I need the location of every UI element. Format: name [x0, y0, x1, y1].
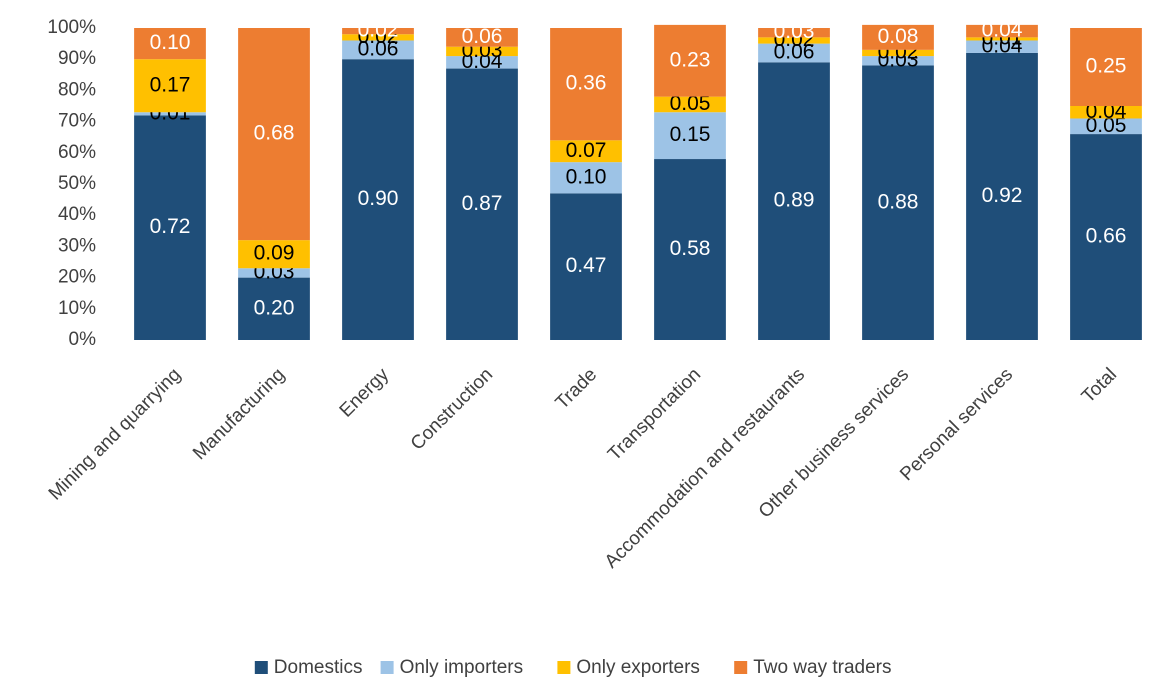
legend-swatch — [734, 661, 748, 674]
bar-segment — [654, 96, 726, 113]
legend-label: Domestics — [274, 657, 363, 678]
bar-segment — [134, 112, 206, 116]
bar-segment — [550, 162, 622, 194]
bar-segment — [342, 34, 414, 41]
bar-segment — [758, 37, 830, 44]
x-tick-label: Transportation — [604, 364, 705, 465]
legend-label: Only importers — [400, 657, 524, 678]
bar-segment — [1070, 28, 1142, 106]
value-label: 0.06 — [462, 25, 503, 48]
value-label: 0.02 — [358, 19, 399, 42]
legend-swatch — [380, 661, 394, 674]
x-tick-label: Energy — [336, 364, 394, 422]
bar-segment — [758, 62, 830, 340]
bar-segment — [966, 52, 1038, 341]
y-tick-label: 70% — [58, 111, 96, 132]
bar-segment — [758, 28, 830, 38]
value-label: 0.08 — [878, 25, 919, 48]
value-label: 0.36 — [566, 72, 607, 95]
bar-segment — [862, 49, 934, 57]
value-label: 0.88 — [878, 190, 919, 213]
bar-segment — [550, 140, 622, 163]
bar-segment — [134, 28, 206, 60]
bar-segment — [342, 59, 414, 340]
bar-segment — [966, 24, 1038, 38]
value-label: 0.09 — [254, 242, 295, 265]
value-label: 0.04 — [982, 19, 1023, 42]
bar-segment — [654, 112, 726, 160]
value-label: 0.15 — [670, 123, 711, 146]
y-tick-label: 50% — [58, 173, 96, 194]
value-label: 0.20 — [254, 296, 295, 319]
y-tick-label: 100% — [47, 17, 96, 38]
bar-segment — [238, 277, 310, 340]
value-label: 0.17 — [150, 73, 191, 96]
y-tick-label: 90% — [58, 48, 96, 69]
legend-swatch — [557, 661, 571, 674]
value-label: 0.92 — [982, 184, 1023, 207]
bar-segment — [862, 65, 934, 340]
value-label: 0.10 — [150, 31, 191, 54]
bar-segment — [134, 59, 206, 113]
value-label: 0.72 — [150, 215, 191, 238]
bar-segment — [758, 43, 830, 63]
x-tick-label: Accommodation and restaurants — [601, 364, 809, 572]
y-tick-label: 20% — [58, 267, 96, 288]
value-label: 0.66 — [1086, 225, 1127, 248]
legend-label: Only exporters — [576, 657, 700, 678]
bar-segment — [342, 40, 414, 60]
legend-swatch — [254, 661, 268, 674]
value-label: 0.25 — [1086, 55, 1127, 78]
x-tick-label: Mining and quarrying — [45, 364, 185, 504]
bar-segment — [654, 159, 726, 340]
bar-segment — [862, 24, 934, 50]
bar-segment — [238, 268, 310, 278]
y-tick-label: 10% — [58, 298, 96, 319]
bar-segment — [1070, 106, 1142, 119]
x-tick-label: Manufacturing — [189, 364, 289, 464]
bar-segment — [1070, 118, 1142, 135]
bar-segment — [862, 56, 934, 66]
value-label: 0.10 — [566, 165, 607, 188]
y-tick-label: 0% — [69, 329, 97, 350]
x-tick-label: Trade — [552, 364, 601, 413]
x-tick-label: Total — [1078, 364, 1121, 407]
value-label: 0.47 — [566, 254, 607, 277]
value-label: 0.06 — [774, 41, 815, 64]
value-label: 0.89 — [774, 189, 815, 212]
bar-segment — [966, 37, 1038, 41]
value-label: 0.06 — [358, 37, 399, 60]
bar-segment — [134, 115, 206, 340]
value-label: 0.87 — [462, 192, 503, 215]
bar-segment — [446, 28, 518, 47]
bar-segment — [654, 24, 726, 97]
bar-segment — [966, 40, 1038, 53]
bar-segment — [446, 46, 518, 57]
y-tick-label: 80% — [58, 79, 96, 100]
x-tick-label: Personal services — [896, 364, 1017, 485]
bar-segment — [446, 56, 518, 69]
x-tick-label: Construction — [407, 364, 497, 454]
value-label: 0.05 — [670, 92, 711, 115]
value-label: 0.90 — [358, 187, 399, 210]
y-tick-label: 40% — [58, 204, 96, 225]
bar-segment — [550, 193, 622, 340]
y-tick-label: 30% — [58, 235, 96, 256]
value-label: 0.23 — [670, 48, 711, 71]
bar-segment — [550, 28, 622, 141]
value-label: 0.03 — [774, 20, 815, 43]
bar-segment — [238, 28, 310, 241]
value-label: 0.07 — [566, 139, 607, 162]
bar-segment — [446, 68, 518, 340]
bar-segment — [342, 28, 414, 35]
y-tick-label: 60% — [58, 142, 96, 163]
legend-label: Two way traders — [753, 657, 891, 678]
value-label: 0.05 — [1086, 114, 1127, 137]
value-label: 0.58 — [670, 237, 711, 260]
bar-segment — [238, 240, 310, 269]
value-label: 0.68 — [254, 122, 295, 145]
bar-segment — [1070, 134, 1142, 340]
